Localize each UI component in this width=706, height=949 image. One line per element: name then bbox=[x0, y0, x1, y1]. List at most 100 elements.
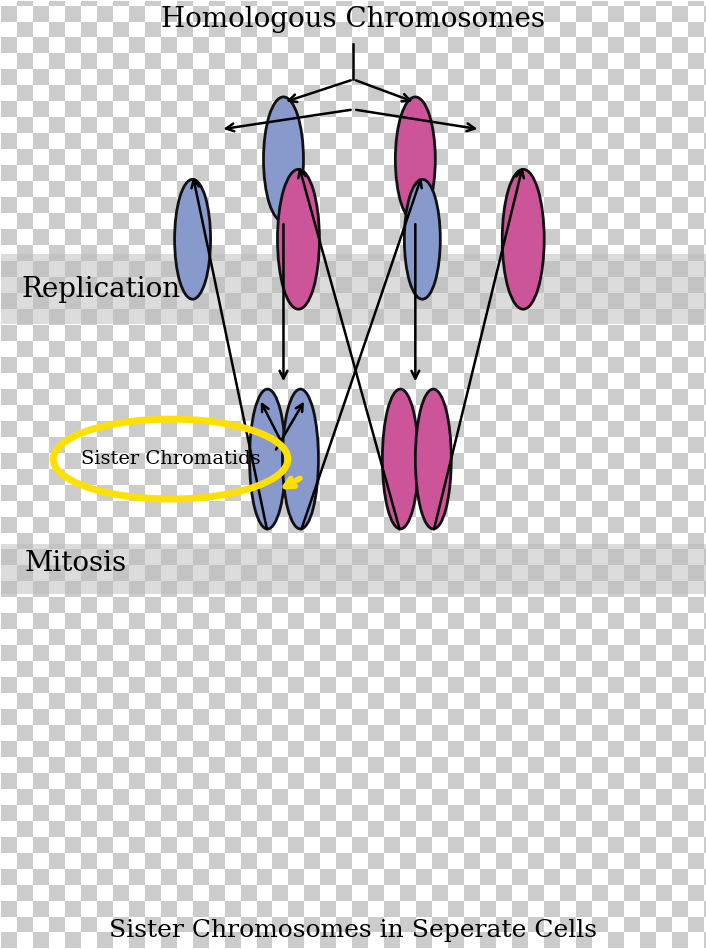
Bar bbox=[256, 197, 273, 214]
Bar bbox=[161, 868, 176, 884]
Bar bbox=[688, 0, 704, 6]
Bar bbox=[672, 277, 688, 293]
Bar bbox=[208, 373, 225, 389]
Bar bbox=[65, 677, 80, 693]
Bar bbox=[640, 868, 656, 884]
Bar bbox=[225, 22, 241, 38]
Bar bbox=[273, 852, 289, 868]
Bar bbox=[225, 0, 241, 6]
Bar bbox=[576, 677, 592, 693]
Bar bbox=[97, 517, 113, 533]
Bar bbox=[384, 22, 400, 38]
Bar bbox=[352, 756, 369, 772]
Bar bbox=[544, 165, 560, 181]
Bar bbox=[113, 597, 128, 613]
Bar bbox=[624, 852, 640, 868]
Bar bbox=[448, 789, 465, 805]
Bar bbox=[465, 868, 480, 884]
Bar bbox=[369, 501, 384, 517]
Bar bbox=[432, 789, 448, 805]
Bar bbox=[321, 725, 337, 741]
Bar bbox=[289, 581, 304, 597]
Bar bbox=[161, 901, 176, 917]
Bar bbox=[640, 309, 656, 326]
Bar bbox=[1, 0, 17, 6]
Bar bbox=[32, 549, 49, 565]
Bar bbox=[560, 917, 576, 933]
Bar bbox=[225, 38, 241, 53]
Bar bbox=[417, 597, 432, 613]
Bar bbox=[656, 149, 672, 165]
Bar bbox=[208, 805, 225, 821]
Bar bbox=[576, 118, 592, 134]
Bar bbox=[608, 245, 624, 261]
Bar bbox=[208, 6, 225, 22]
Bar bbox=[49, 421, 65, 437]
Bar bbox=[704, 102, 706, 118]
Bar bbox=[704, 277, 706, 293]
Bar bbox=[513, 261, 528, 277]
Bar bbox=[592, 501, 608, 517]
Bar bbox=[225, 181, 241, 197]
Bar bbox=[384, 837, 400, 852]
Bar bbox=[465, 245, 480, 261]
Bar bbox=[384, 118, 400, 134]
Bar bbox=[672, 852, 688, 868]
Bar bbox=[256, 405, 273, 421]
Bar bbox=[1, 261, 17, 277]
Bar bbox=[49, 772, 65, 789]
Bar bbox=[513, 693, 528, 709]
Ellipse shape bbox=[383, 389, 419, 529]
Bar bbox=[145, 373, 161, 389]
Bar bbox=[97, 933, 113, 948]
Bar bbox=[17, 597, 32, 613]
Bar bbox=[1, 389, 17, 405]
Bar bbox=[256, 357, 273, 373]
Bar bbox=[624, 453, 640, 469]
Bar bbox=[465, 644, 480, 661]
Bar bbox=[544, 517, 560, 533]
Bar bbox=[592, 549, 608, 565]
Bar bbox=[304, 261, 321, 277]
Bar bbox=[624, 277, 640, 293]
Bar bbox=[448, 613, 465, 629]
Bar bbox=[432, 693, 448, 709]
Bar bbox=[369, 756, 384, 772]
Bar bbox=[145, 214, 161, 230]
Bar bbox=[560, 709, 576, 725]
Bar bbox=[480, 597, 496, 613]
Bar bbox=[65, 149, 80, 165]
Bar bbox=[400, 661, 417, 677]
Bar bbox=[17, 837, 32, 852]
Bar bbox=[304, 341, 321, 357]
Bar bbox=[704, 149, 706, 165]
Bar bbox=[193, 469, 208, 485]
Bar bbox=[688, 629, 704, 644]
Bar bbox=[273, 277, 289, 293]
Bar bbox=[544, 277, 560, 293]
Bar bbox=[97, 261, 113, 277]
Bar bbox=[208, 581, 225, 597]
Bar bbox=[640, 53, 656, 69]
Bar bbox=[304, 165, 321, 181]
Bar bbox=[608, 0, 624, 6]
Bar bbox=[384, 6, 400, 22]
Bar bbox=[241, 165, 256, 181]
Bar bbox=[145, 421, 161, 437]
Bar bbox=[704, 597, 706, 613]
Bar bbox=[161, 53, 176, 69]
Bar bbox=[592, 837, 608, 852]
Bar bbox=[17, 38, 32, 53]
Bar bbox=[337, 149, 352, 165]
Bar bbox=[80, 149, 97, 165]
Bar bbox=[80, 789, 97, 805]
Bar bbox=[400, 821, 417, 837]
Bar bbox=[544, 709, 560, 725]
Bar bbox=[256, 741, 273, 756]
Bar bbox=[80, 613, 97, 629]
Bar bbox=[369, 38, 384, 53]
Bar bbox=[97, 38, 113, 53]
Bar bbox=[576, 134, 592, 149]
Bar bbox=[113, 102, 128, 118]
Bar bbox=[161, 677, 176, 693]
